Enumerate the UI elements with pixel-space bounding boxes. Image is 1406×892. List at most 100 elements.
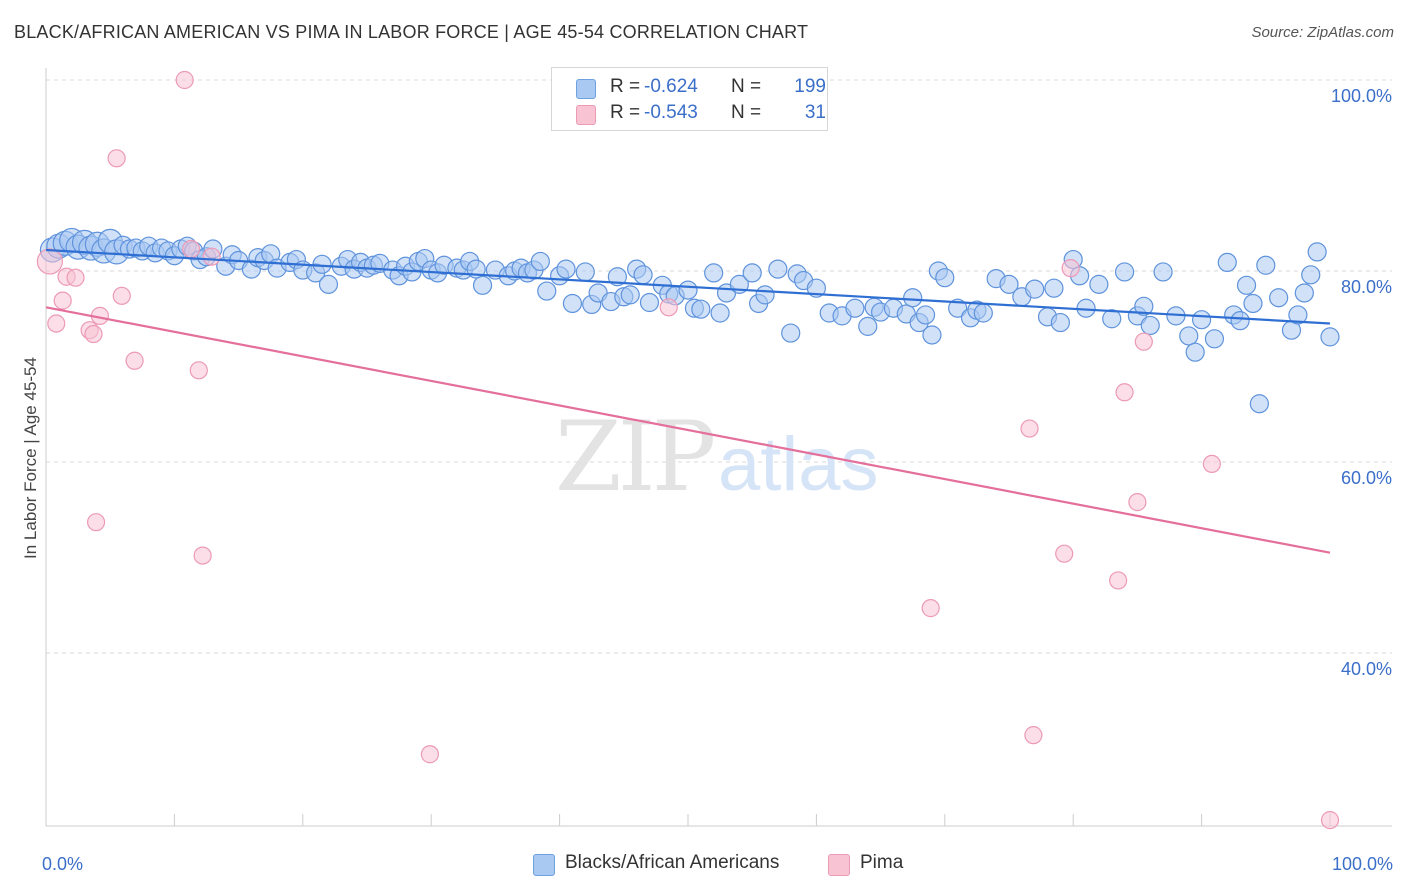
- blacks-point: [903, 288, 923, 308]
- legend-r-label: R =: [610, 102, 641, 123]
- blacks-point: [1179, 326, 1199, 346]
- grid-lines: [46, 79, 1392, 654]
- blacks-point: [1217, 252, 1237, 273]
- blacks-point: [1269, 288, 1289, 308]
- blacks-point: [999, 274, 1019, 294]
- series-blacks-points: [39, 227, 1340, 414]
- bottom-legend-label: Pima: [860, 852, 904, 873]
- y-tick-label: 100.0%: [1331, 86, 1392, 106]
- pima-trend-line: [45, 306, 1331, 554]
- watermark-atlas: atlas: [718, 422, 879, 507]
- blacks-point: [755, 285, 775, 305]
- pima-point: [921, 599, 940, 618]
- blacks-point: [575, 262, 595, 282]
- pima-point: [1055, 544, 1074, 563]
- pima-point: [47, 314, 66, 333]
- blacks-point: [530, 251, 550, 272]
- legend-swatch-pink: [576, 105, 596, 125]
- legend-n-label: N =: [731, 102, 762, 123]
- blacks-point: [1025, 279, 1045, 299]
- blacks-point: [562, 293, 583, 314]
- legend-n-value: 199: [794, 76, 826, 97]
- bottom-legend-swatch-pink: [828, 854, 850, 876]
- pima-point: [1115, 383, 1134, 402]
- blacks-point: [1307, 242, 1327, 262]
- blacks-point: [1050, 312, 1070, 333]
- blacks-point: [806, 278, 827, 298]
- blacks-point: [1230, 311, 1250, 331]
- legend-swatch-blue: [576, 79, 596, 99]
- legend-n-value: 31: [804, 102, 826, 123]
- blacks-point: [1288, 305, 1308, 325]
- pima-point: [66, 268, 85, 287]
- blacks-point: [1301, 265, 1321, 285]
- blacks-point: [1044, 278, 1064, 298]
- blacks-point: [1243, 293, 1263, 314]
- blacks-point: [1153, 262, 1173, 282]
- blacks-point: [1294, 283, 1314, 303]
- pima-point: [53, 291, 72, 310]
- pima-point: [1061, 259, 1080, 278]
- legend-r-label: R =: [610, 76, 641, 97]
- pima-point: [202, 247, 221, 266]
- blacks-point: [1204, 329, 1225, 349]
- blacks-point: [1089, 274, 1109, 294]
- blacks-point: [1236, 275, 1257, 295]
- pima-point: [1134, 332, 1153, 351]
- pima-point: [112, 286, 131, 305]
- blacks-point: [678, 280, 698, 300]
- watermark-zip: ZIP: [555, 401, 714, 513]
- blacks-point: [1256, 255, 1276, 275]
- pima-point: [659, 298, 678, 317]
- blacks-point: [710, 303, 730, 323]
- blacks-point: [318, 274, 339, 294]
- blacks-point: [742, 263, 762, 283]
- blacks-point: [312, 254, 332, 274]
- blacks-point: [1191, 310, 1212, 330]
- x-tick-label: 0.0%: [42, 854, 83, 874]
- legend-r-value: -0.624: [644, 76, 698, 97]
- blacks-point: [1185, 342, 1205, 362]
- pima-point: [86, 513, 106, 532]
- x-tick-label: 100.0%: [1332, 854, 1393, 874]
- blacks-point: [1114, 262, 1135, 282]
- blacks-point: [845, 298, 865, 318]
- blacks-point: [607, 267, 627, 287]
- legend-n-label: N =: [731, 76, 762, 97]
- blacks-point: [704, 263, 724, 283]
- y-axis-label: In Labor Force | Age 45-54: [21, 357, 40, 559]
- blacks-point: [973, 303, 993, 323]
- blacks-trend-line: [45, 248, 1331, 325]
- tick-labels: 100.0% 80.0% 60.0% 40.0% 0.0% 100.0%: [42, 86, 1393, 874]
- blacks-point: [639, 292, 660, 313]
- blacks-point: [1134, 296, 1154, 316]
- pima-point: [1024, 726, 1043, 745]
- blacks-point: [948, 298, 968, 318]
- blacks-point: [1249, 394, 1269, 414]
- blacks-point: [768, 259, 788, 279]
- blacks-point: [915, 305, 936, 325]
- pima-point: [1020, 419, 1039, 438]
- pima-point: [420, 745, 440, 764]
- axes: [45, 68, 1392, 827]
- legend: R = -0.624 N = 199 R = -0.543 N = 31: [551, 67, 828, 131]
- pima-point: [193, 546, 212, 565]
- series-pima-points: [36, 70, 1340, 830]
- blacks-point: [472, 275, 493, 295]
- y-tick-label: 80.0%: [1341, 277, 1392, 297]
- blacks-point: [935, 268, 955, 288]
- pima-point: [107, 149, 126, 168]
- y-tick-label: 60.0%: [1341, 468, 1392, 488]
- pima-point: [84, 324, 103, 344]
- trend-lines: [45, 248, 1331, 554]
- pima-point: [125, 351, 144, 370]
- pima-point: [189, 361, 208, 380]
- source-label: Source: ZipAtlas.com: [1251, 24, 1394, 41]
- legend-r-value: -0.543: [644, 102, 698, 123]
- blacks-point: [922, 325, 942, 345]
- blacks-point: [620, 285, 640, 305]
- blacks-point: [556, 259, 576, 279]
- blacks-point: [633, 265, 653, 285]
- pima-point: [1202, 454, 1221, 474]
